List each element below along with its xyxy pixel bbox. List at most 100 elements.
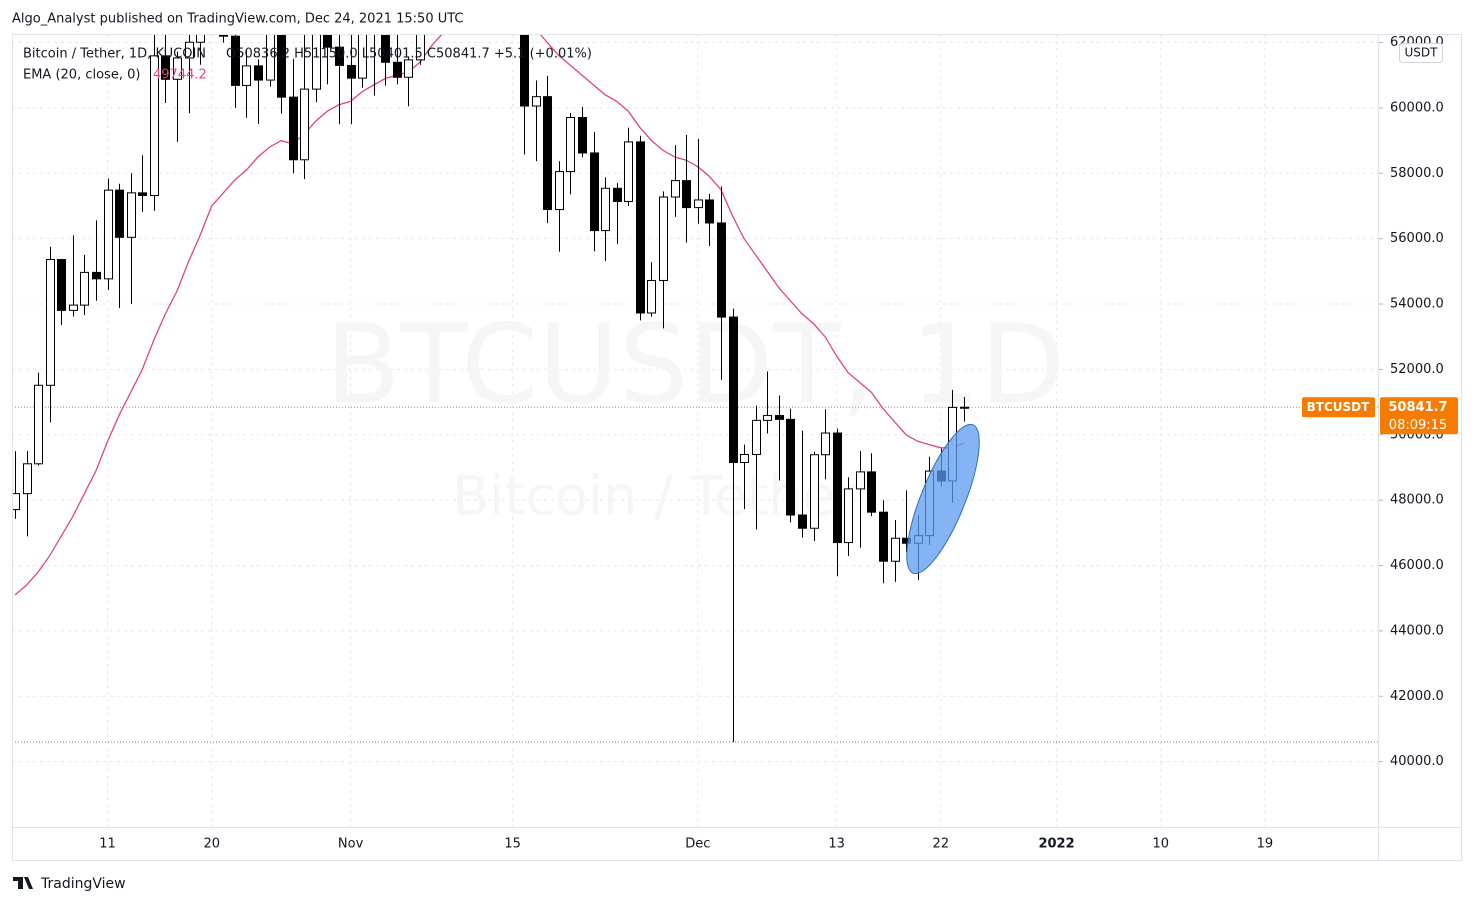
candle-body [46, 259, 55, 386]
candle-body [185, 41, 194, 59]
candle-body [231, 35, 240, 86]
candle-body [127, 192, 136, 238]
y-tick-label: 54000.0 [1390, 297, 1444, 312]
watermark-subtitle: Bitcoin / Tether [452, 465, 858, 528]
y-tick-label: 52000.0 [1390, 362, 1444, 377]
ema-legend-value: 49744.2 [153, 68, 207, 83]
candle-body [752, 419, 761, 456]
x-tick-label: 2022 [1038, 837, 1074, 852]
candle-body [92, 271, 101, 280]
candle-body [729, 316, 738, 463]
y-tick-label: 58000.0 [1390, 166, 1444, 181]
candle-body [300, 88, 309, 161]
tradingview-logo [13, 877, 33, 889]
candle-body [277, 34, 286, 98]
candle-body [578, 116, 587, 154]
x-tick-label: 10 [1152, 837, 1169, 852]
grid [12, 34, 1378, 827]
candle-body [335, 46, 344, 66]
candle-body [358, 34, 367, 79]
ema-line [14, 34, 965, 596]
frame [12, 34, 1462, 861]
candle-body [254, 65, 263, 81]
candle-body [289, 96, 298, 161]
candle-body [566, 116, 575, 173]
symbol-label: BTCUSDT [1307, 400, 1370, 414]
candle-body [161, 55, 170, 80]
y-tick-label: 46000.0 [1390, 558, 1444, 573]
candle-body [647, 279, 656, 314]
candle-body [138, 192, 147, 196]
candle-body [57, 259, 66, 311]
candle-body [763, 415, 772, 421]
candle-body [69, 304, 78, 311]
candle-body [312, 34, 321, 90]
countdown-label: 08:09:15 [1389, 418, 1447, 433]
x-tick-label: 15 [504, 837, 521, 852]
candle-body [891, 537, 900, 562]
ema-legend: EMA (20, close, 0) [23, 68, 140, 83]
currency-box [1399, 43, 1443, 63]
candle-body [543, 96, 552, 211]
candle-body [590, 152, 599, 232]
y-tick-label: 42000.0 [1390, 689, 1444, 704]
x-tick-label: Nov [338, 837, 364, 852]
candle-body [844, 488, 853, 544]
candle-body [115, 189, 124, 238]
candle-body [717, 222, 726, 318]
currency-label: USDT [1405, 46, 1439, 60]
footer-brand: TradingView [40, 876, 126, 892]
x-tick-label: Dec [685, 837, 710, 852]
watermark: BTCUSDT, 1D [325, 300, 1065, 428]
candle-body [659, 196, 668, 281]
candle-body [775, 415, 784, 420]
y-tick-label: 56000.0 [1390, 231, 1444, 246]
highlight-ellipse [906, 423, 980, 575]
candle-body [694, 199, 703, 209]
x-tick-label: 11 [99, 837, 116, 852]
candle-body [242, 65, 251, 86]
y-tick-label: 40000.0 [1390, 754, 1444, 769]
candle-body [429, 0, 437, 1]
candle-body [740, 454, 749, 463]
candle-body [821, 432, 830, 456]
last-price-box [1380, 397, 1458, 435]
candle-body [393, 61, 402, 78]
candle-body [219, 34, 228, 37]
candle-body [34, 384, 43, 465]
candle-body [104, 189, 113, 280]
y-tick-label: 60000.0 [1390, 100, 1444, 115]
candle-body [416, 34, 425, 61]
candle-body [786, 418, 795, 516]
candle-body [867, 471, 876, 513]
candle-body [810, 454, 819, 529]
x-tick-label: 20 [203, 837, 220, 852]
candle-body [636, 141, 645, 314]
candle-body [150, 55, 159, 196]
candle-body [23, 463, 32, 495]
candle-body [520, 34, 529, 107]
candle-body [856, 471, 865, 490]
candle-body [381, 34, 390, 63]
ohlc-legend: O50836.2 H51150.0 L50401.5 C50841.7 +5.1… [226, 47, 592, 62]
candle-body [798, 514, 807, 529]
candle-body [879, 511, 888, 562]
candle-body [532, 96, 541, 107]
y-tick-label: 44000.0 [1390, 623, 1444, 638]
candle-body [833, 432, 842, 544]
candle-body [323, 34, 332, 48]
candle-body [173, 57, 182, 80]
last-price-label: 50841.7 [1388, 400, 1447, 415]
candle-body [682, 180, 691, 209]
x-axis: 11 20 Nov 15 Dec 13 22 2022 10 19 [99, 837, 1273, 852]
candle-body [196, 34, 205, 43]
candle-body [80, 271, 89, 306]
candle-body [960, 406, 969, 409]
candle-body [624, 141, 633, 202]
candle-body [404, 59, 413, 78]
candle-body [12, 493, 20, 511]
candle-body [555, 171, 564, 211]
x-tick-label: 13 [828, 837, 845, 852]
